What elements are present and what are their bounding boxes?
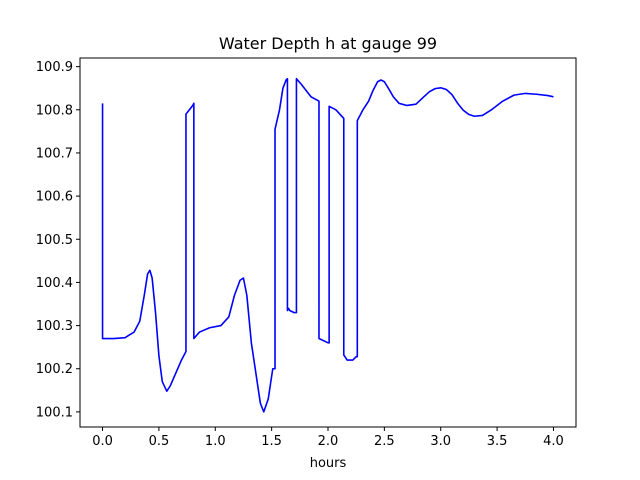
series-line-0 [101,77,554,413]
x-tick-label: 4.0 [543,434,564,449]
y-tick-label: 100.1 [36,405,73,420]
y-tick-label: 100.2 [36,362,73,377]
x-axis-ticks: 0.0 0.5 1.0 1.5 2.0 2.5 3.0 3.5 4.0 [92,427,564,449]
y-axis-ticks: 100.1 100.2 100.3 100.4 100.5 100.6 100.7 100.8… [36,60,80,420]
x-tick-label: 2.5 [374,434,395,449]
x-tick-label: 0.0 [92,434,113,449]
y-tick-label: 100.4 [36,276,73,291]
y-tick-label: 100.9 [36,60,73,75]
x-tick-label: 1.5 [261,434,282,449]
chart-title: Water Depth h at gauge 99 [219,34,437,53]
y-tick-label: 100.3 [36,319,73,334]
y-tick-label: 100.8 [36,103,73,118]
y-tick-label: 100.6 [36,190,73,205]
x-tick-label: 3.0 [430,434,451,449]
x-tick-label: 1.0 [205,434,226,449]
x-tick-label: 0.5 [149,434,170,449]
x-tick-label: 2.0 [318,434,339,449]
y-tick-label: 100.7 [36,146,73,161]
x-axis-label: hours [310,456,347,471]
y-tick-label: 100.5 [36,233,73,248]
x-tick-label: 3.5 [487,434,508,449]
plot-layer [101,77,554,413]
plot-frame [79,57,577,428]
